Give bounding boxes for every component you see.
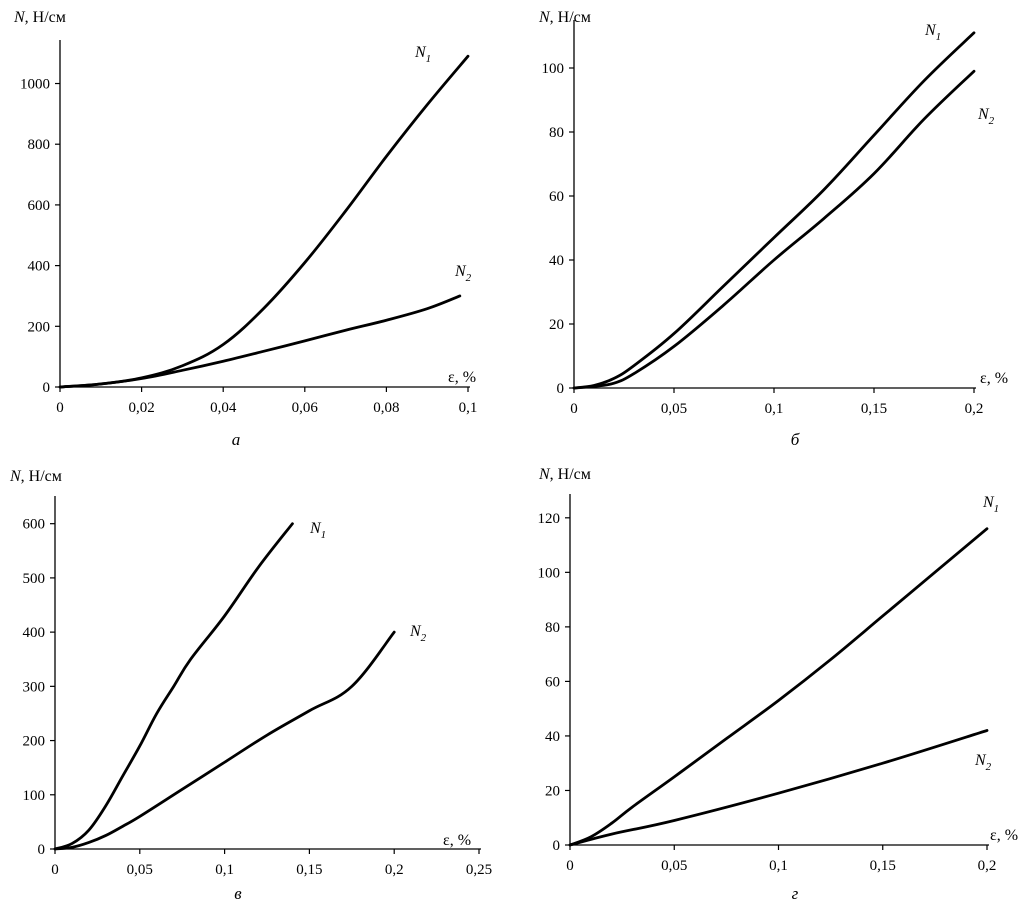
- x-tick-label: 0,1: [769, 858, 788, 874]
- x-tick-label: 0: [51, 862, 59, 878]
- x-tick-label: 0,02: [128, 400, 154, 416]
- y-tick-label: 60: [549, 189, 564, 205]
- chart-panel-2: 0 20 40 60 80 100 0 0,05 0,1 0,15 0,2 N, Н/см ε, % N1…: [538, 9, 1008, 449]
- y-tick-label: 300: [23, 679, 46, 695]
- y-tick-label: 40: [549, 253, 564, 269]
- chart-panel-1: 0 200 400 600 800 1000 0 0,02 0,04 0,06 0,08 0,1 N, …: [13, 9, 477, 449]
- y-tick-label: 0: [553, 838, 561, 854]
- x-tick-label: 0,25: [466, 862, 492, 878]
- x-tick-label: 0: [56, 400, 64, 416]
- series-label-n1: N1: [982, 494, 999, 515]
- chart-panel-4: 0 20 40 60 80 100 120 0 0,05 0,1 0,15 0,2 N, Н/см ε, …: [538, 466, 1019, 903]
- y-tick-label: 0: [43, 380, 51, 396]
- y-tick-label: 100: [538, 565, 561, 581]
- series-line-n2: [568, 729, 989, 847]
- series-line-n2: [58, 294, 462, 389]
- x-tick-label: 0: [570, 401, 578, 417]
- series-label-n1: N1: [309, 520, 326, 541]
- series-label-n2: N2: [977, 106, 995, 127]
- x-tick-label: 0,15: [870, 858, 896, 874]
- y-tick-label: 60: [545, 674, 560, 690]
- x-tick-label: 0,08: [373, 400, 399, 416]
- x-tick-label: 0,1: [215, 862, 234, 878]
- x-tick-label: 0,1: [765, 401, 784, 417]
- x-tick-label: 0,15: [296, 862, 322, 878]
- y-tick-label: 100: [542, 61, 565, 77]
- y-tick-label: 40: [545, 729, 560, 745]
- series-label-n2: N2: [409, 623, 427, 644]
- series-label-n2: N2: [454, 263, 472, 284]
- series-line-n2: [572, 69, 976, 390]
- y-axis-label: N, Н/см: [538, 9, 591, 26]
- y-tick-label: 80: [545, 620, 560, 636]
- y-tick-label: 500: [23, 571, 46, 587]
- chart-caption: а: [232, 430, 241, 449]
- y-tick-label: 0: [557, 381, 565, 397]
- y-tick-label: 20: [545, 783, 560, 799]
- x-tick-label: 0,04: [210, 400, 237, 416]
- y-tick-label: 200: [23, 734, 46, 750]
- chart-caption: г: [792, 884, 799, 903]
- x-tick-label: 0,2: [965, 401, 984, 417]
- y-tick-label: 20: [549, 317, 564, 333]
- y-tick-label: 0: [38, 842, 46, 858]
- chart-caption: в: [234, 884, 242, 903]
- y-axis-label: N, Н/см: [9, 468, 62, 485]
- y-tick-label: 1000: [20, 77, 50, 93]
- series-line-n1: [568, 527, 989, 847]
- y-tick-label: 200: [28, 319, 51, 335]
- x-tick-label: 0,15: [861, 401, 887, 417]
- chart-panel-3: 0 100 200 300 400 500 600 0 0,05 0,1 0,15 0,2 0,25 N,…: [9, 468, 492, 903]
- y-tick-label: 80: [549, 125, 564, 141]
- x-tick-label: 0,2: [385, 862, 404, 878]
- series-line-n1: [572, 31, 976, 390]
- x-axis-label: ε, %: [980, 370, 1008, 387]
- chart-caption: б: [791, 430, 800, 449]
- x-axis-label: ε, %: [990, 827, 1018, 844]
- series-label-n2: N2: [974, 752, 992, 773]
- x-tick-label: 0,05: [661, 858, 687, 874]
- x-axis-label: ε, %: [448, 369, 476, 386]
- y-tick-label: 120: [538, 511, 561, 527]
- y-tick-label: 800: [28, 137, 51, 153]
- x-tick-label: 0,06: [292, 400, 319, 416]
- y-tick-label: 600: [23, 517, 46, 533]
- x-tick-label: 0: [566, 858, 574, 874]
- y-axis-label: N, Н/см: [13, 9, 66, 26]
- x-tick-label: 0,05: [661, 401, 687, 417]
- series-line-n1: [53, 522, 294, 851]
- x-tick-label: 0,1: [459, 400, 478, 416]
- y-tick-label: 400: [28, 259, 51, 275]
- y-tick-label: 100: [23, 788, 46, 804]
- y-tick-label: 600: [28, 198, 51, 214]
- series-label-n1: N1: [414, 44, 431, 65]
- x-tick-label: 0,05: [127, 862, 153, 878]
- x-tick-label: 0,2: [978, 858, 997, 874]
- y-tick-label: 400: [23, 625, 46, 641]
- y-axis-label: N, Н/см: [538, 466, 591, 483]
- series-label-n1: N1: [924, 22, 941, 43]
- series-line-n1: [58, 54, 470, 389]
- series-line-n2: [53, 630, 396, 851]
- x-axis-label: ε, %: [443, 832, 471, 849]
